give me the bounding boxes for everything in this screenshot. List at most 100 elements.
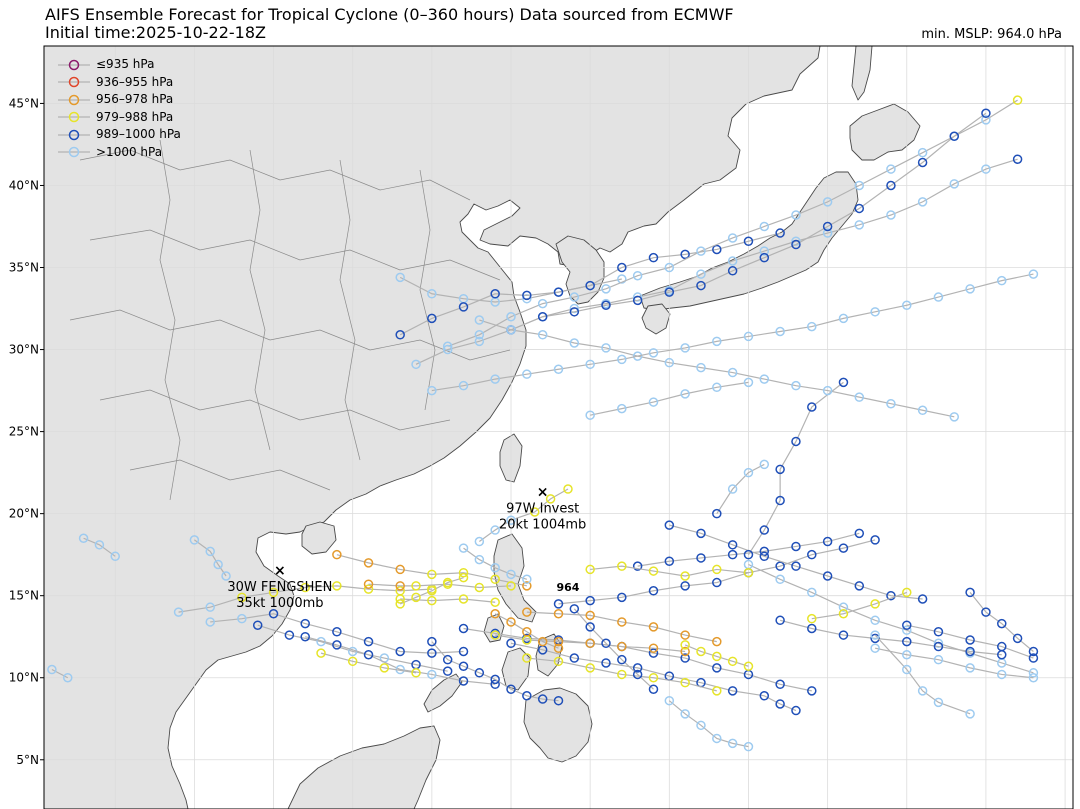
track-point [680, 653, 690, 663]
track-point [727, 256, 738, 266]
track-point [822, 385, 833, 396]
track-point [759, 691, 770, 701]
track-point [530, 507, 540, 517]
track-point [997, 641, 1007, 652]
track-point [886, 164, 896, 174]
track-point [949, 179, 960, 189]
track [506, 108, 991, 335]
track [395, 228, 785, 340]
track-point [569, 338, 580, 348]
track [490, 630, 690, 657]
track-point [775, 679, 785, 690]
track [680, 640, 754, 671]
storm-intensity: 20kt 1004mb [499, 517, 586, 532]
storm-center-marker: × [537, 484, 549, 500]
track-point [696, 553, 706, 563]
track-point [917, 157, 928, 168]
track-point [617, 354, 627, 365]
lat-label: 25°N [9, 425, 39, 439]
track-point [807, 402, 817, 412]
track-point [458, 572, 469, 583]
track-point [632, 292, 643, 302]
track-point [1028, 653, 1039, 663]
track-point [617, 262, 627, 273]
track-point [870, 615, 880, 626]
track-point [110, 551, 120, 562]
track-point [601, 300, 611, 311]
track [664, 520, 928, 604]
track-point [838, 602, 849, 612]
track [363, 579, 516, 593]
track-point [213, 559, 223, 570]
track-line [747, 381, 844, 555]
track-point [933, 654, 944, 665]
track-point [490, 630, 500, 640]
track-point [545, 494, 556, 504]
track-point [759, 252, 770, 263]
track-point [632, 295, 643, 306]
track-point [680, 640, 690, 650]
track-point [648, 643, 659, 653]
track-point [632, 669, 643, 680]
track-line [257, 624, 448, 672]
korea [555, 235, 605, 305]
track-point [506, 569, 516, 580]
track-line [969, 592, 1034, 652]
track-point [585, 622, 595, 632]
track [332, 549, 532, 591]
track-point [585, 638, 595, 649]
track-point [458, 380, 469, 391]
track-point [791, 541, 801, 552]
track-point [902, 300, 912, 311]
track [522, 653, 722, 696]
track-point [648, 648, 659, 658]
track-point [474, 536, 485, 547]
legend-circle-icon [56, 110, 94, 124]
track-point [173, 607, 184, 617]
track [47, 664, 73, 683]
track-point [791, 380, 801, 391]
track-point [268, 587, 279, 598]
track [427, 269, 1039, 396]
track-point [648, 586, 659, 596]
track-point [664, 262, 675, 273]
lat-label: 10°N [9, 671, 39, 685]
track-point [965, 635, 975, 645]
track-point [917, 594, 928, 604]
legend-label: 979–988 hPa [96, 109, 174, 124]
track-point [917, 147, 928, 158]
track-line [669, 524, 923, 600]
track-point [617, 654, 627, 665]
lat-label: 15°N [9, 589, 39, 603]
track-point [585, 564, 595, 575]
track-line [51, 668, 69, 679]
track-point [743, 377, 754, 388]
track-point [553, 636, 564, 647]
track-point [1012, 633, 1023, 644]
track-point [712, 686, 722, 696]
track-line [526, 611, 717, 643]
track [522, 607, 722, 647]
track-point [395, 646, 405, 657]
map-title: AIFS Ensemble Forecast for Tropical Cycl… [45, 6, 734, 42]
track-line [811, 591, 907, 620]
track-point [458, 661, 469, 671]
track-line [431, 273, 1034, 392]
track-point [78, 533, 89, 544]
track-point [680, 630, 690, 640]
track [78, 533, 120, 562]
track-line [336, 554, 527, 587]
track-point [569, 292, 580, 302]
track [490, 608, 564, 653]
track-point [537, 298, 548, 309]
track-point [727, 233, 738, 243]
track-point [696, 362, 706, 373]
track-point [712, 508, 722, 519]
track-point [680, 581, 690, 591]
borneo [287, 725, 441, 809]
track-point [316, 648, 326, 658]
track-point [506, 325, 516, 335]
track-point [569, 303, 580, 314]
track-point [490, 679, 500, 690]
